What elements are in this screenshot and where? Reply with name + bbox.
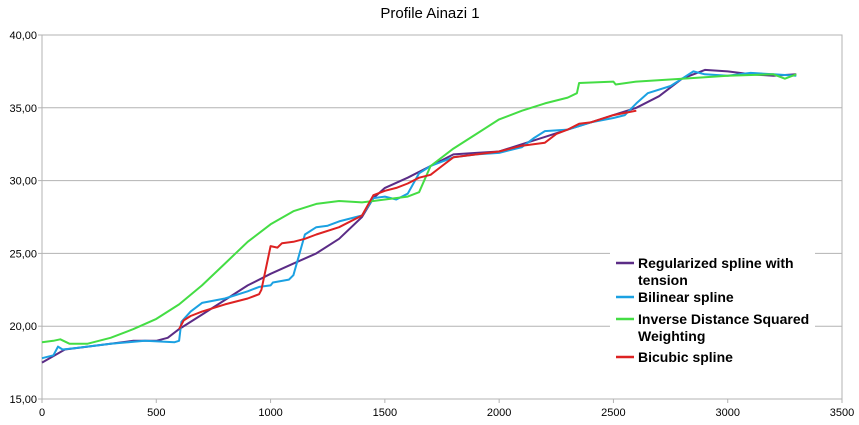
x-tick-label: 2500 [601, 407, 625, 419]
y-tick-label: 25,00 [9, 248, 37, 260]
x-tick-label: 2000 [487, 407, 511, 419]
series-line-4 [178, 109, 637, 330]
y-tick-label: 30,00 [9, 176, 37, 188]
x-tick-label: 0 [39, 407, 45, 419]
chart-title: Profile Ainazi 1 [380, 5, 479, 22]
y-tick-label: 40,00 [9, 30, 37, 42]
series-line-1 [41, 68, 797, 364]
x-tick-label: 500 [147, 407, 165, 419]
y-tick-label: 15,00 [9, 394, 37, 406]
series-line-2 [41, 70, 797, 360]
x-tick-label: 1000 [258, 407, 282, 419]
plot-area-border [41, 34, 843, 400]
legend-label-3: Inverse Distance Squared Weighting [638, 311, 809, 344]
legend-label-1: Regularized spline with tension [638, 255, 794, 288]
x-axis-ticks: 0 500 1000 1500 2000 2500 3000 3500 [39, 399, 854, 419]
series-line-3 [41, 73, 797, 345]
y-tick-label: 20,00 [9, 321, 37, 333]
y-tick-label: 35,00 [9, 103, 37, 115]
x-tick-label: 3500 [830, 407, 854, 419]
series-lines [41, 68, 797, 364]
legend-box [610, 250, 815, 374]
legend-label-4: Bicubic spline [638, 349, 733, 365]
y-axis-ticks: 15,00 20,00 25,00 30,00 35,00 40,00 [9, 30, 42, 406]
legend-label-2: Bilinear spline [638, 289, 734, 305]
x-tick-label: 1500 [373, 407, 397, 419]
x-tick-label: 3000 [715, 407, 739, 419]
